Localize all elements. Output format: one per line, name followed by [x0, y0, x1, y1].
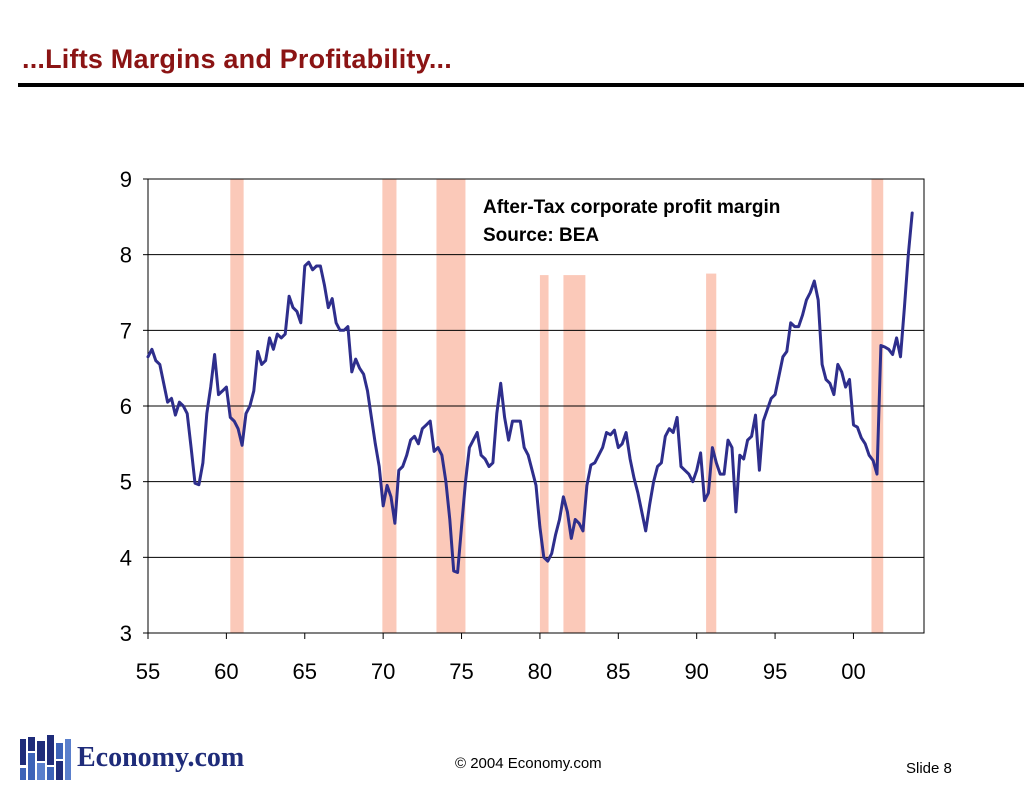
economy-com-logo-icon	[20, 735, 71, 780]
y-tick-label: 8	[120, 243, 132, 268]
x-tick-label: 95	[763, 659, 787, 684]
x-tick-label: 60	[214, 659, 238, 684]
copyright-text: © 2004 Economy.com	[455, 755, 602, 772]
x-tick-label: 90	[684, 659, 708, 684]
y-tick-label: 7	[120, 318, 132, 343]
x-tick-label: 75	[449, 659, 473, 684]
x-tick-label: 55	[136, 659, 160, 684]
annotation-source: Source: BEA	[483, 225, 599, 246]
logo-wordmark: Economy.com	[77, 742, 245, 773]
slide-number: Slide 8	[906, 760, 952, 777]
title-underline	[18, 83, 1024, 87]
x-tick-label: 80	[528, 659, 552, 684]
annotation-series-label: After-Tax corporate profit margin	[483, 197, 780, 218]
x-tick-label: 85	[606, 659, 630, 684]
y-tick-label: 6	[120, 394, 132, 419]
x-tick-label: 70	[371, 659, 395, 684]
profit-margin-series-line	[146, 211, 914, 574]
y-tick-label: 9	[120, 167, 132, 192]
y-tick-label: 4	[120, 545, 132, 570]
slide-title: ...Lifts Margins and Profitability...	[22, 44, 452, 74]
recession-band	[539, 275, 549, 633]
x-tick-label: 00	[841, 659, 865, 684]
y-tick-label: 5	[120, 470, 132, 495]
recession-band	[563, 275, 586, 633]
x-tick-label: 65	[293, 659, 317, 684]
y-tick-label: 3	[120, 621, 132, 646]
